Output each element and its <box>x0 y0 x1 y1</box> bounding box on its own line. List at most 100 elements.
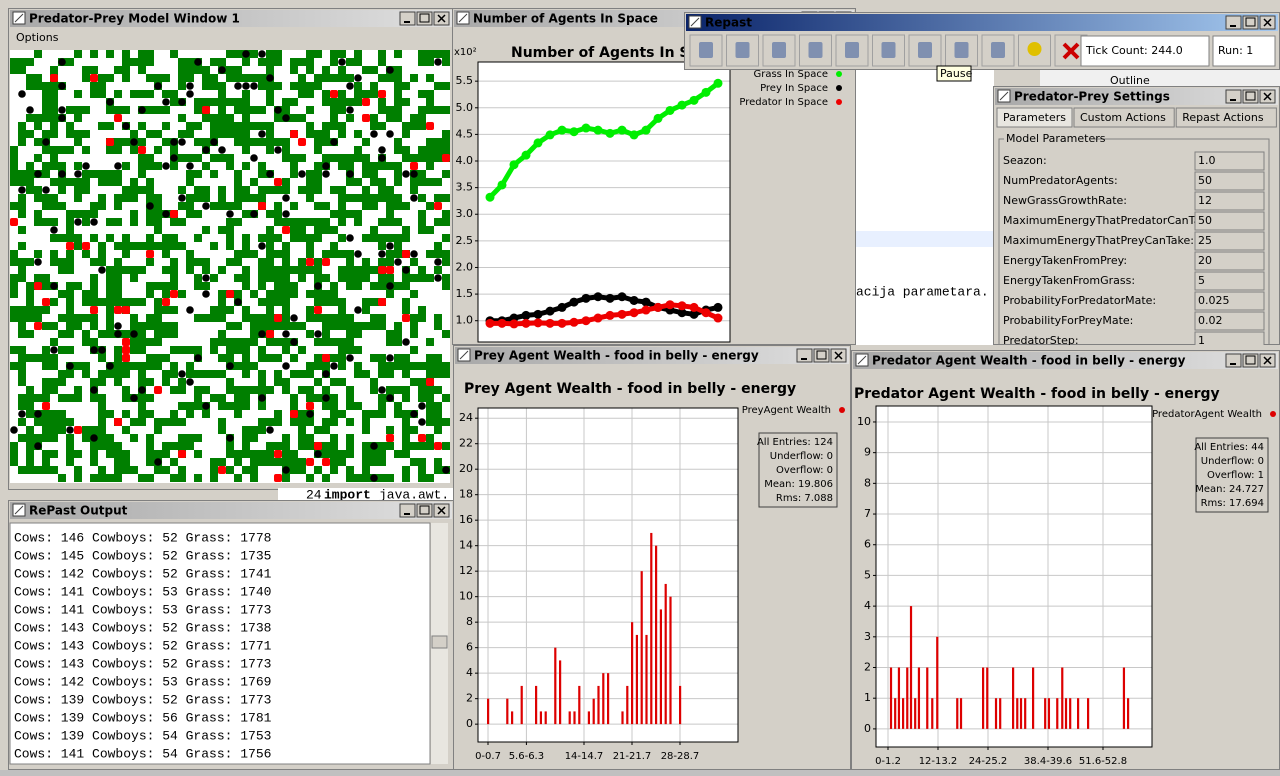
data-point <box>497 318 507 328</box>
grass-cell <box>426 354 434 362</box>
prey-agent <box>322 162 330 170</box>
grass-cell <box>154 162 162 170</box>
grass-cell <box>170 90 178 98</box>
data-point <box>557 125 567 135</box>
grass-cell <box>26 410 34 418</box>
grass-cell <box>242 194 250 202</box>
grass-cell <box>210 98 218 106</box>
grass-cell <box>402 98 410 106</box>
grass-cell <box>410 154 418 162</box>
grass-cell <box>74 162 82 170</box>
grass-cell <box>106 170 114 178</box>
prey-agent <box>386 282 394 290</box>
param-field[interactable] <box>1194 151 1265 171</box>
prey-agent <box>50 282 58 290</box>
grass-cell <box>386 194 394 202</box>
grass-cell <box>298 346 306 354</box>
output-line: Cows: 141 Cowboys: 53 Grass: 1773 <box>14 602 271 617</box>
grass-cell <box>138 138 146 146</box>
grass-cell <box>234 138 242 146</box>
data-point <box>653 113 663 123</box>
param-field[interactable] <box>1194 171 1265 191</box>
tick-count: Tick Count: 244.0 <box>1085 44 1183 57</box>
grass-cell <box>346 274 354 282</box>
window-button-min[interactable] <box>1225 15 1242 30</box>
grass-cell <box>130 242 138 250</box>
param-field[interactable] <box>1194 251 1265 271</box>
grass-cell <box>98 298 106 306</box>
grass-cell <box>114 138 122 146</box>
prey-agent <box>130 330 138 338</box>
grass-cell <box>314 50 322 58</box>
param-field[interactable] <box>1194 331 1265 350</box>
bar <box>936 636 939 729</box>
grass-cell <box>10 274 18 282</box>
grass-cell <box>426 274 434 282</box>
grass-cell <box>394 354 402 362</box>
grass-cell <box>434 154 442 162</box>
grass-cell <box>186 434 194 442</box>
grass-cell <box>274 234 282 242</box>
tab[interactable] <box>1175 107 1277 128</box>
tab[interactable] <box>1073 107 1175 128</box>
tab[interactable] <box>996 107 1073 128</box>
grass-cell <box>306 306 314 314</box>
grass-cell <box>234 290 242 298</box>
grass-cell <box>154 226 162 234</box>
param-field[interactable] <box>1194 311 1265 331</box>
grass-cell <box>50 114 58 122</box>
prey-agent <box>282 194 290 202</box>
grass-cell <box>146 154 154 162</box>
grass-cell <box>282 434 290 442</box>
param-field[interactable] <box>1194 211 1265 231</box>
outline-tab: Outline <box>1040 70 1280 88</box>
grass-cell <box>378 162 386 170</box>
param-field[interactable] <box>1194 191 1265 211</box>
grass-cell <box>210 274 218 282</box>
prey-agent <box>274 106 282 114</box>
scroll-thumb[interactable] <box>431 635 448 649</box>
grass-cell <box>338 378 346 386</box>
grass-cell <box>354 218 362 226</box>
grass-cell <box>82 74 90 82</box>
grass-cell <box>386 290 394 298</box>
grass-cell <box>218 458 226 466</box>
grass-cell <box>282 338 290 346</box>
y-tick-label: 5 <box>864 568 871 581</box>
tab-label: Custom Actions <box>1080 111 1166 124</box>
window-button-min[interactable] <box>1225 353 1242 368</box>
grass-cell <box>434 242 442 250</box>
grass-cell <box>186 362 194 370</box>
window-button-min[interactable] <box>796 348 813 363</box>
grass-cell <box>418 458 426 466</box>
grass-cell <box>346 314 354 322</box>
y-tick-label: 0 <box>466 717 473 730</box>
grass-cell <box>66 178 74 186</box>
grass-cell <box>314 394 322 402</box>
menu-item[interactable]: Options <box>16 31 59 44</box>
close-glyph <box>437 506 446 515</box>
grass-cell <box>178 386 186 394</box>
param-field[interactable] <box>1194 271 1265 291</box>
grass-cell <box>122 106 130 114</box>
grass-cell <box>234 74 242 82</box>
window-button-min[interactable] <box>399 503 416 518</box>
window-button-min[interactable] <box>399 11 416 26</box>
grass-cell <box>42 362 50 370</box>
grass-cell <box>306 250 314 258</box>
prey-agent <box>202 146 210 154</box>
grass-cell <box>322 202 330 210</box>
grass-cell <box>354 194 362 202</box>
param-field[interactable] <box>1194 231 1265 251</box>
window-button-min[interactable] <box>1225 89 1242 104</box>
grass-cell <box>274 410 282 418</box>
grass-cell <box>362 162 370 170</box>
grass-cell <box>194 258 202 266</box>
grass-cell <box>82 186 90 194</box>
y-tick-label: 8 <box>466 615 473 628</box>
toolbar-icon <box>954 42 969 58</box>
grass-cell <box>410 114 418 122</box>
grass-cell <box>402 130 410 138</box>
param-field[interactable] <box>1194 291 1265 311</box>
grass-cell <box>242 314 250 322</box>
